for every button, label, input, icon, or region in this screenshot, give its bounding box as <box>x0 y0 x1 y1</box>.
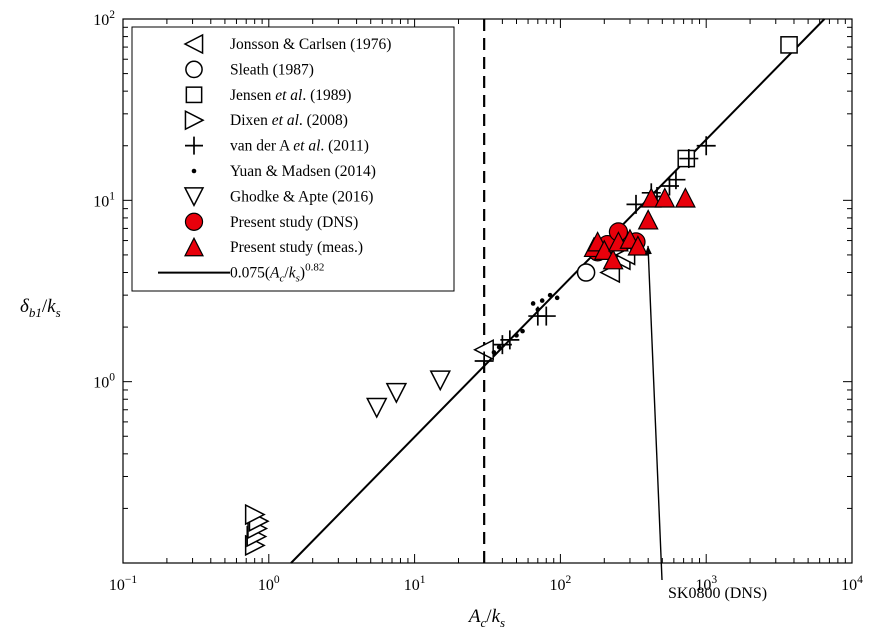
point-dot <box>496 344 502 350</box>
annotation-arrowhead <box>644 245 652 255</box>
y-tick-label: 102 <box>93 9 115 29</box>
legend-label: Yuan & Madsen (2014) <box>230 163 376 180</box>
annotation-arrow-line <box>647 245 663 581</box>
point-plus <box>492 335 512 355</box>
point-tri-down <box>385 382 408 404</box>
x-tick-label: 104 <box>841 574 863 594</box>
annotation: SK0800 (DNS) <box>644 245 767 602</box>
tick-labels: 10−1 100 101 102 103 104 100 101 102 <box>93 9 863 594</box>
point-dot <box>554 295 560 301</box>
legend-label: Dixen et al. (2008) <box>230 112 348 129</box>
legend-label: Jensen et al. (1989) <box>230 87 351 104</box>
axis-ticks <box>122 18 853 564</box>
legend-marker-tri-left <box>183 33 204 55</box>
legend-label: van der A et al. (2011) <box>230 138 369 155</box>
point-dot <box>535 307 541 312</box>
x-tick-label: 103 <box>695 574 717 594</box>
x-tick-label: 10−1 <box>109 574 137 594</box>
point-tri-up-filled <box>637 209 659 230</box>
y-axis-label: δb1/ks <box>20 296 61 320</box>
point-dot <box>514 333 519 338</box>
legend-label: Present study (meas.) <box>230 239 363 256</box>
legend-marker-circle-filled <box>184 212 204 231</box>
point-dot <box>520 328 525 334</box>
legend-label: 0.075(Ac/ks)0.82 <box>230 262 324 285</box>
point-dot <box>547 292 553 298</box>
axis-labels: Ac/ks δb1/ks <box>20 296 505 630</box>
point-dot <box>491 350 497 355</box>
x-axis-label: Ac/ks <box>467 606 505 630</box>
legend-marker-circle <box>185 60 203 79</box>
point-plus <box>696 136 716 156</box>
legend-marker-dot <box>191 168 197 174</box>
data-marks <box>244 36 798 557</box>
point-plus <box>626 194 646 214</box>
legend-label: Jonsson & Carlsen (1976) <box>230 36 391 53</box>
point-tri-down <box>366 397 388 419</box>
y-tick-label: 101 <box>93 190 115 210</box>
x-tick-label: 101 <box>404 574 426 594</box>
point-circle <box>576 263 596 282</box>
plot-area: SK0800 (DNS) <box>122 18 853 602</box>
y-tick-label: 100 <box>93 372 115 392</box>
x-tick-label: 100 <box>258 574 280 594</box>
legend-marker-tri-right <box>184 109 205 131</box>
plot-frame <box>122 18 853 564</box>
legend-marker-tri-up-filled <box>184 236 204 257</box>
point-tri-up-filled <box>627 235 649 256</box>
legend-label: Ghodke & Apte (2016) <box>230 188 373 205</box>
point-dot <box>539 298 545 303</box>
point-plus <box>666 170 686 190</box>
legend-marker-square <box>185 86 203 104</box>
legend-label: Present study (DNS) <box>230 214 358 231</box>
legend-label: Sleath (1987) <box>230 61 314 78</box>
point-tri-down <box>429 370 452 392</box>
point-tri-up-filled <box>640 187 662 208</box>
point-dot <box>530 301 536 306</box>
point-tri-up-filled <box>602 248 624 270</box>
point-plus <box>500 330 520 350</box>
legend: Jonsson & Carlsen (1976) Sleath (1987) Jen… <box>131 26 455 292</box>
legend-marker-tri-down <box>183 187 205 208</box>
legend-marker-plus <box>185 136 203 155</box>
annotation-text: SK0800 (DNS) <box>668 585 767 602</box>
point-tri-right <box>244 503 266 526</box>
point-plus <box>474 351 494 371</box>
point-square <box>780 36 798 54</box>
point-plus <box>536 306 556 326</box>
point-tri-up-filled <box>654 187 676 208</box>
point-tri-up-filled <box>674 187 696 208</box>
point-plus <box>679 149 699 169</box>
fit-line <box>290 18 826 564</box>
x-tick-label: 102 <box>550 574 572 594</box>
